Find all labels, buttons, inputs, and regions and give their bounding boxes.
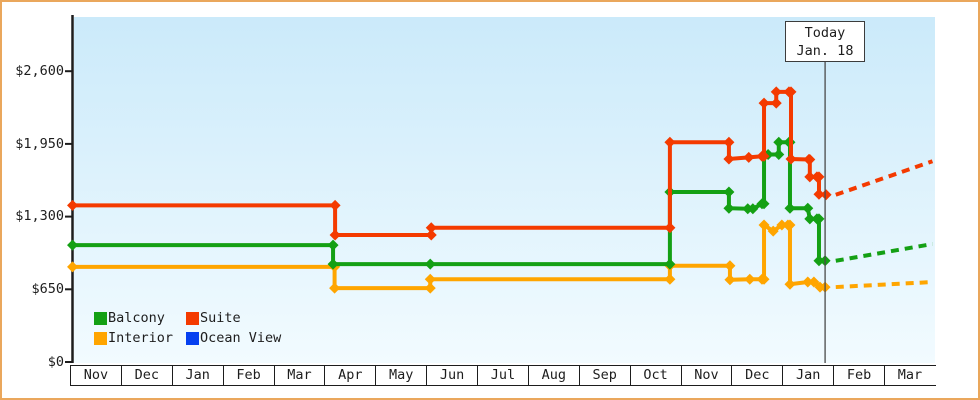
legend-item-suite: Suite [186, 310, 281, 326]
month-label: Apr [324, 366, 375, 385]
y-axis-label: $1,950 [15, 136, 64, 152]
x-axis-month-strip: Nov Dec Jan Feb Mar Apr May Jun Jul Aug … [70, 365, 936, 386]
y-axis-label: $1,300 [15, 208, 64, 224]
month-label: Nov [680, 366, 732, 385]
month-label: Oct [629, 366, 681, 385]
month-label: Mar [273, 366, 325, 385]
y-axis-label: $2,600 [15, 63, 64, 79]
month-label: Jun [426, 366, 477, 385]
month-label: Dec [731, 366, 782, 385]
legend-item-balcony: Balcony [94, 310, 186, 326]
legend: Balcony Suite Interior Ocean View [94, 310, 281, 346]
today-flag: Today Jan. 18 [785, 21, 865, 62]
legend-swatch-balcony [94, 311, 107, 325]
legend-item-ocean-view: Ocean View [186, 330, 281, 346]
month-label: Aug [527, 366, 579, 385]
month-label: Jan [782, 366, 833, 385]
chart-drawn-layers [65, 15, 934, 363]
legend-swatch-ocean-view [186, 331, 199, 345]
legend-swatch-suite [186, 311, 199, 325]
month-label: Feb [833, 366, 884, 385]
legend-swatch-interior [94, 331, 107, 345]
month-label: Jul [477, 366, 528, 385]
legend-label: Suite [200, 310, 241, 326]
legend-label: Balcony [108, 310, 165, 326]
y-axis-label: $0 [47, 354, 64, 370]
today-date: Jan. 18 [796, 43, 854, 59]
month-label: Dec [120, 366, 172, 385]
legend-label: Interior [108, 330, 174, 346]
month-label: Jan [171, 366, 223, 385]
legend-item-interior: Interior [94, 330, 186, 346]
today-label: Today [804, 25, 846, 41]
y-axis-label: $650 [31, 281, 64, 297]
month-label: Sep [578, 366, 630, 385]
month-label: May [375, 366, 426, 385]
legend-label: Ocean View [200, 330, 282, 346]
month-label: Feb [222, 366, 274, 385]
month-label: Mar [884, 366, 935, 385]
month-label: Nov [70, 366, 121, 385]
